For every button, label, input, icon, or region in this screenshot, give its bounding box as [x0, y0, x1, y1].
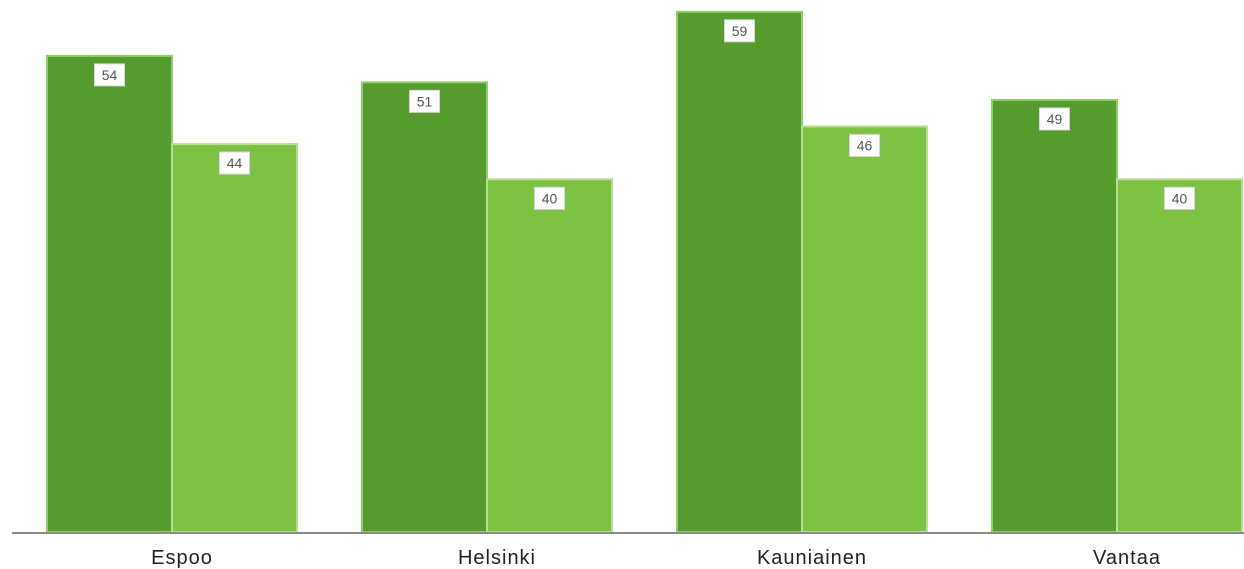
value-label-box-vantaa-series-2 — [1164, 186, 1195, 210]
category-label-helsinki: Helsinki — [458, 547, 536, 569]
value-label-helsinki-series-2: 40 — [542, 190, 558, 206]
value-label-vantaa-series-2: 40 — [1172, 190, 1188, 206]
bar-helsinki-series-1 — [361, 81, 488, 533]
value-label-espoo-series-2: 44 — [227, 155, 243, 171]
value-label-espoo-series-1: 54 — [102, 67, 118, 83]
value-labels-group: 54 44 51 40 59 46 49 40 — [94, 19, 1195, 210]
bar-kauniainen-series-1 — [676, 10, 803, 534]
value-label-box-espoo-series-2 — [219, 151, 250, 175]
bar-helsinki-series-2 — [486, 178, 613, 533]
value-label-kauniainen-series-2: 46 — [857, 137, 873, 153]
value-label-helsinki-series-1: 51 — [417, 93, 433, 109]
value-label-box-helsinki-series-1 — [409, 89, 440, 113]
value-label-vantaa-series-1: 49 — [1047, 111, 1063, 127]
value-label-kauniainen-series-1: 59 — [732, 23, 748, 39]
bar-vantaa-series-1 — [991, 98, 1118, 533]
category-labels-group: Espoo Helsinki Kauniainen Vantaa — [151, 547, 1161, 569]
bar-espoo-series-2 — [171, 143, 298, 533]
value-label-box-helsinki-series-2 — [534, 186, 565, 210]
value-label-box-espoo-series-1 — [94, 63, 125, 87]
category-label-espoo: Espoo — [151, 547, 213, 569]
bar-kauniainen-series-2 — [801, 125, 928, 534]
bar-espoo-series-1 — [46, 54, 173, 534]
bar-vantaa-series-2 — [1116, 178, 1243, 533]
category-label-vantaa: Vantaa — [1093, 547, 1161, 569]
category-label-kauniainen: Kauniainen — [757, 547, 867, 569]
bars-group — [46, 10, 1243, 534]
value-label-box-vantaa-series-1 — [1039, 107, 1070, 131]
value-label-box-kauniainen-series-2 — [849, 133, 880, 157]
value-label-box-kauniainen-series-1 — [724, 19, 755, 43]
